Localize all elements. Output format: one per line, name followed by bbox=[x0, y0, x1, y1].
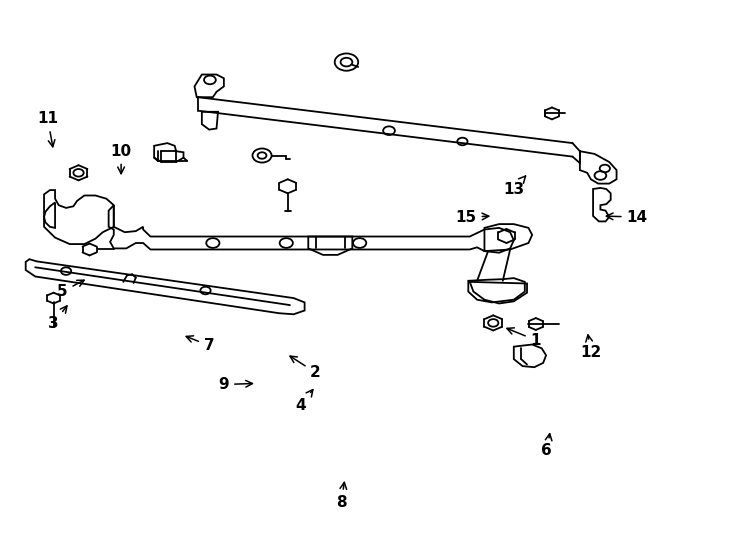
Text: 14: 14 bbox=[606, 210, 647, 225]
Text: 15: 15 bbox=[456, 210, 489, 225]
Text: 13: 13 bbox=[504, 176, 526, 197]
Text: 2: 2 bbox=[290, 356, 321, 380]
Text: 8: 8 bbox=[336, 482, 346, 510]
Text: 4: 4 bbox=[296, 390, 313, 413]
Text: 10: 10 bbox=[111, 144, 131, 174]
Text: 11: 11 bbox=[37, 111, 58, 147]
Text: 1: 1 bbox=[507, 328, 541, 348]
Text: 6: 6 bbox=[542, 434, 552, 458]
Text: 12: 12 bbox=[581, 335, 601, 360]
Text: 9: 9 bbox=[219, 377, 252, 392]
Text: 5: 5 bbox=[57, 280, 84, 299]
Text: 3: 3 bbox=[48, 306, 67, 332]
Text: 7: 7 bbox=[186, 336, 214, 353]
